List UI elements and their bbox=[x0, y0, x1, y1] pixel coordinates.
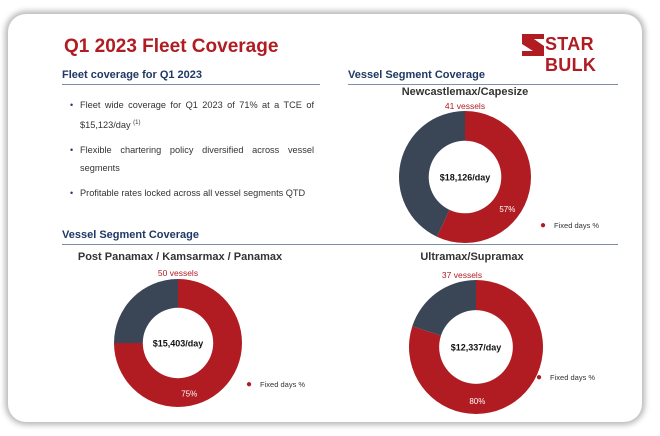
chart-title-supramax: Ultramax/Supramax bbox=[420, 251, 524, 263]
slide-title: Q1 2023 Fleet Coverage bbox=[64, 36, 279, 57]
donut-data-label: 57% bbox=[499, 205, 515, 214]
vessel-segment-heading-right: Vessel Segment Coverage bbox=[348, 69, 485, 81]
legend-label: Fixed days % bbox=[550, 373, 596, 382]
donut-slice-open-days bbox=[114, 279, 178, 343]
donut-slice-fixed-days bbox=[436, 111, 531, 243]
vessel-segment-underline-bottom bbox=[62, 244, 618, 245]
vessel-segment-underline-right bbox=[348, 84, 618, 85]
donut-center-label: $12,337/day bbox=[451, 343, 502, 353]
bullet-item: Fleet wide coverage for Q1 2023 of 71% a… bbox=[70, 96, 314, 134]
vessel-count-capesize: 41 vessels bbox=[444, 101, 486, 111]
footnote-marker: (1) bbox=[133, 120, 141, 126]
vessel-count-supramax: 37 vessels bbox=[441, 270, 483, 280]
vessel-count-panamax: 50 vessels bbox=[157, 268, 199, 278]
donut-center-label: $18,126/day bbox=[440, 173, 491, 183]
chart-title-capesize: Newcastlemax/Capesize bbox=[401, 86, 529, 98]
bullet-list: Fleet wide coverage for Q1 2023 of 71% a… bbox=[70, 96, 314, 209]
star-bulk-logo-icon bbox=[522, 34, 544, 56]
donut-chart-supramax: 80% $12,337/day bbox=[409, 280, 543, 414]
bullet-item: Flexible chartering policy diversified a… bbox=[70, 141, 314, 177]
donut-center-label: $15,403/day bbox=[153, 339, 204, 349]
donut-slice-open-days bbox=[399, 111, 465, 237]
donut-slice-fixed-days bbox=[114, 279, 242, 407]
legend-capesize: ● Fixed days % bbox=[540, 220, 599, 231]
legend-supramax: ● Fixed days % bbox=[536, 372, 595, 383]
donut-chart-capesize: 57% $18,126/day bbox=[399, 111, 531, 243]
donut-chart-panamax: 75% $15,403/day bbox=[114, 279, 242, 407]
legend-label: Fixed days % bbox=[554, 221, 600, 230]
chart-title-panamax: Post Panamax / Kamsarmax / Panamax bbox=[77, 251, 283, 263]
legend-swatch: ● bbox=[536, 372, 543, 383]
vessel-segment-heading-bottom: Vessel Segment Coverage bbox=[62, 229, 199, 241]
logo-text: STAR BULK bbox=[545, 34, 597, 75]
legend-swatch: ● bbox=[246, 379, 253, 390]
legend-panamax: ● Fixed days % bbox=[246, 379, 305, 390]
fleet-coverage-underline bbox=[62, 84, 320, 85]
donut-slice-open-days bbox=[412, 280, 476, 336]
donut-data-label: 80% bbox=[469, 397, 485, 406]
legend-label: Fixed days % bbox=[260, 380, 306, 389]
legend-swatch: ● bbox=[540, 220, 547, 231]
donut-data-label: 75% bbox=[181, 389, 197, 398]
slide-frame: Q1 2023 Fleet Coverage STAR BULK Fleet c… bbox=[8, 14, 642, 422]
donut-slice-fixed-days bbox=[409, 280, 543, 414]
fleet-coverage-heading: Fleet coverage for Q1 2023 bbox=[62, 69, 203, 81]
bullet-item: Profitable rates locked across all vesse… bbox=[70, 184, 314, 202]
